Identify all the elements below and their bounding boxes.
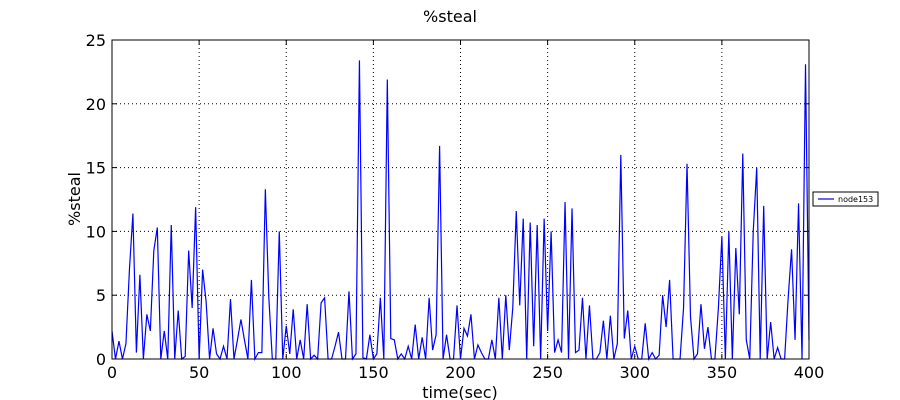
x-tick-label: 200 <box>445 363 476 382</box>
x-axis-label: time(sec) <box>422 383 498 400</box>
x-tick-label: 150 <box>358 363 389 382</box>
y-tick-label: 15 <box>86 159 106 178</box>
x-tick-label: 300 <box>619 363 650 382</box>
y-tick-label: 10 <box>86 222 106 241</box>
legend-box <box>812 191 879 207</box>
data-line <box>111 60 810 362</box>
y-tick-label: 20 <box>86 95 106 114</box>
chart-title: %steal <box>423 7 477 26</box>
x-tick-label: 100 <box>271 363 302 382</box>
y-tick-label: 5 <box>96 286 106 305</box>
x-tick-label: 0 <box>107 363 117 382</box>
x-tick-label: 250 <box>532 363 563 382</box>
x-tick-label: 350 <box>707 363 738 382</box>
y-axis-label: %steal <box>65 172 84 226</box>
x-tick-label: 400 <box>794 363 825 382</box>
y-tick-label: 0 <box>96 350 106 369</box>
legend-label: node153 <box>838 195 873 204</box>
plot-frame <box>111 39 810 360</box>
y-tick-label: 25 <box>86 31 106 50</box>
x-tick-label: 50 <box>189 363 209 382</box>
